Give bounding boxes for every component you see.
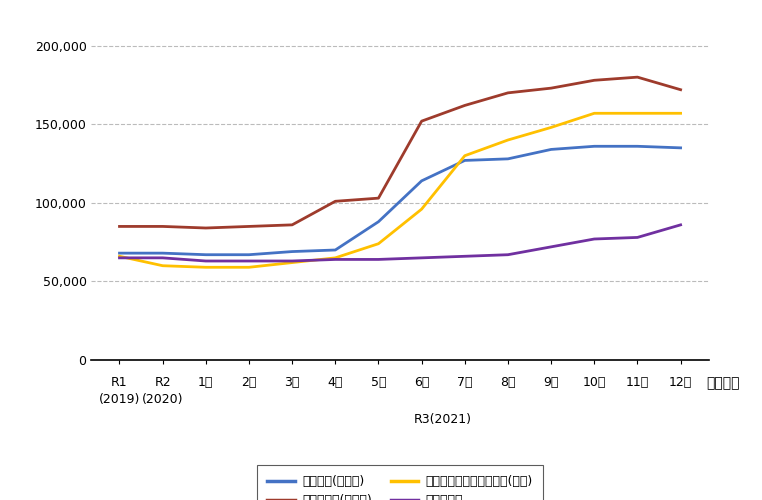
ヒノキ正角(乾燥材) — [245, 224, 254, 230]
針葉樹合板 — [201, 258, 210, 264]
ヒノキ正角(乾燥材) — [158, 224, 167, 230]
Text: （年月）: （年月） — [706, 376, 740, 390]
ヒノキ正角(乾燥材) — [633, 74, 642, 80]
ホワイトウッド集成管柱(１等) — [201, 264, 210, 270]
Text: 9月: 9月 — [543, 376, 559, 390]
スギ正角(乾燥材) — [245, 252, 254, 258]
針葉樹合板 — [504, 252, 513, 258]
ヒノキ正角(乾燥材) — [504, 90, 513, 96]
ホワイトウッド集成管柱(１等) — [374, 240, 383, 246]
Text: 1月: 1月 — [198, 376, 213, 390]
Legend: スギ正角(乾燥材), ヒノキ正角(乾燥材), ホワイトウッド集成管柱(１等), 針葉樹合板: スギ正角(乾燥材), ヒノキ正角(乾燥材), ホワイトウッド集成管柱(１等), … — [258, 465, 543, 500]
Text: 2月: 2月 — [242, 376, 257, 390]
Line: スギ正角(乾燥材): スギ正角(乾燥材) — [120, 146, 680, 254]
Text: 6月: 6月 — [414, 376, 429, 390]
針葉樹合板 — [158, 255, 167, 261]
針葉樹合板 — [245, 258, 254, 264]
ヒノキ正角(乾燥材) — [676, 86, 685, 92]
針葉樹合板 — [287, 258, 296, 264]
ホワイトウッド集成管柱(１等) — [115, 254, 124, 260]
スギ正角(乾燥材) — [546, 146, 555, 152]
Text: R2: R2 — [155, 376, 171, 390]
スギ正角(乾燥材) — [158, 250, 167, 256]
ヒノキ正角(乾燥材) — [590, 78, 599, 84]
スギ正角(乾燥材) — [115, 250, 124, 256]
Text: 8月: 8月 — [500, 376, 516, 390]
Text: (2020): (2020) — [142, 393, 184, 406]
針葉樹合板 — [546, 244, 555, 250]
Text: 10月: 10月 — [583, 376, 606, 390]
針葉樹合板 — [374, 256, 383, 262]
Text: 3月: 3月 — [284, 376, 299, 390]
Text: R3(2021): R3(2021) — [415, 413, 472, 426]
針葉樹合板 — [115, 255, 124, 261]
ホワイトウッド集成管柱(１等) — [287, 260, 296, 266]
ホワイトウッド集成管柱(１等) — [245, 264, 254, 270]
スギ正角(乾燥材) — [331, 247, 340, 253]
ホワイトウッド集成管柱(１等) — [546, 124, 555, 130]
ヒノキ正角(乾燥材) — [374, 195, 383, 201]
スギ正角(乾燥材) — [633, 144, 642, 150]
Line: ヒノキ正角(乾燥材): ヒノキ正角(乾燥材) — [120, 77, 680, 228]
針葉樹合板 — [590, 236, 599, 242]
スギ正角(乾燥材) — [590, 144, 599, 150]
Text: (2019): (2019) — [99, 393, 140, 406]
ヒノキ正角(乾燥材) — [201, 225, 210, 231]
ヒノキ正角(乾燥材) — [546, 85, 555, 91]
ホワイトウッド集成管柱(１等) — [158, 262, 167, 268]
Text: 7月: 7月 — [457, 376, 472, 390]
ホワイトウッド集成管柱(１等) — [417, 206, 426, 212]
針葉樹合板 — [676, 222, 685, 228]
Text: 12月: 12月 — [669, 376, 692, 390]
ホワイトウッド集成管柱(１等) — [590, 110, 599, 116]
ホワイトウッド集成管柱(１等) — [331, 255, 340, 261]
スギ正角(乾燥材) — [504, 156, 513, 162]
ホワイトウッド集成管柱(１等) — [504, 137, 513, 143]
スギ正角(乾燥材) — [374, 218, 383, 224]
Line: 針葉樹合板: 針葉樹合板 — [120, 225, 680, 261]
針葉樹合板 — [417, 255, 426, 261]
スギ正角(乾燥材) — [201, 252, 210, 258]
スギ正角(乾燥材) — [287, 248, 296, 254]
スギ正角(乾燥材) — [417, 178, 426, 184]
ヒノキ正角(乾燥材) — [460, 102, 469, 108]
Text: R1: R1 — [111, 376, 128, 390]
ヒノキ正角(乾燥材) — [331, 198, 340, 204]
ホワイトウッド集成管柱(１等) — [676, 110, 685, 116]
針葉樹合板 — [331, 256, 340, 262]
ヒノキ正角(乾燥材) — [287, 222, 296, 228]
Text: 4月: 4月 — [328, 376, 343, 390]
Line: ホワイトウッド集成管柱(１等): ホワイトウッド集成管柱(１等) — [120, 114, 680, 268]
Text: 5月: 5月 — [371, 376, 386, 390]
ヒノキ正角(乾燥材) — [417, 118, 426, 124]
ヒノキ正角(乾燥材) — [115, 224, 124, 230]
スギ正角(乾燥材) — [676, 145, 685, 151]
針葉樹合板 — [633, 234, 642, 240]
ホワイトウッド集成管柱(１等) — [460, 152, 469, 158]
針葉樹合板 — [460, 254, 469, 260]
スギ正角(乾燥材) — [460, 158, 469, 164]
Text: 11月: 11月 — [626, 376, 649, 390]
ホワイトウッド集成管柱(１等) — [633, 110, 642, 116]
